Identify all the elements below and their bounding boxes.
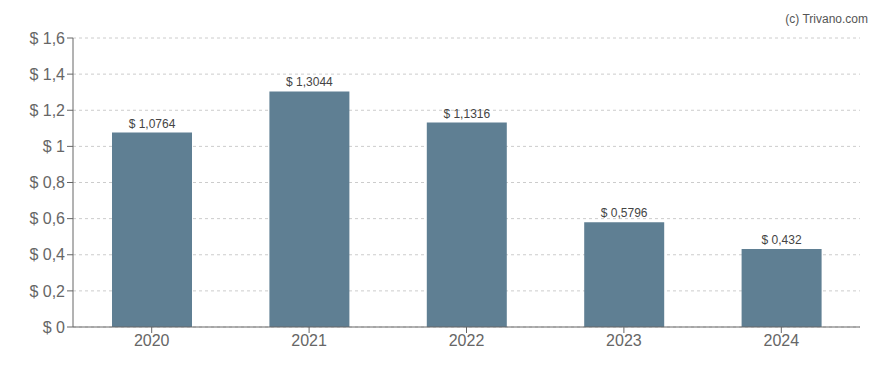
svg-text:$ 0: $ 0 <box>43 319 65 336</box>
svg-text:$ 0,6: $ 0,6 <box>29 210 65 227</box>
svg-text:2022: 2022 <box>449 332 485 349</box>
svg-text:$ 1,3044: $ 1,3044 <box>286 75 333 89</box>
svg-text:$ 0,8: $ 0,8 <box>29 174 65 191</box>
svg-text:2024: 2024 <box>764 332 800 349</box>
svg-text:$ 1: $ 1 <box>43 138 65 155</box>
svg-text:$ 1,4: $ 1,4 <box>29 66 65 83</box>
svg-text:$ 1,0764: $ 1,0764 <box>129 117 176 131</box>
svg-text:$ 1,1316: $ 1,1316 <box>443 107 490 121</box>
html-text:(c) Trivano.com: (c) Trivano.com <box>785 12 868 26</box>
svg-text:2023: 2023 <box>606 332 642 349</box>
svg-text:2020: 2020 <box>134 332 170 349</box>
svg-text:$ 0,5796: $ 0,5796 <box>601 206 648 220</box>
svg-text:$ 1,2: $ 1,2 <box>29 102 65 119</box>
svg-text:$ 0,4: $ 0,4 <box>29 246 65 263</box>
svg-text:2021: 2021 <box>291 332 327 349</box>
svg-text:$ 1,6: $ 1,6 <box>29 30 65 47</box>
svg-text:$ 0,2: $ 0,2 <box>29 283 65 300</box>
svg-text:$ 0,432: $ 0,432 <box>762 233 802 247</box>
